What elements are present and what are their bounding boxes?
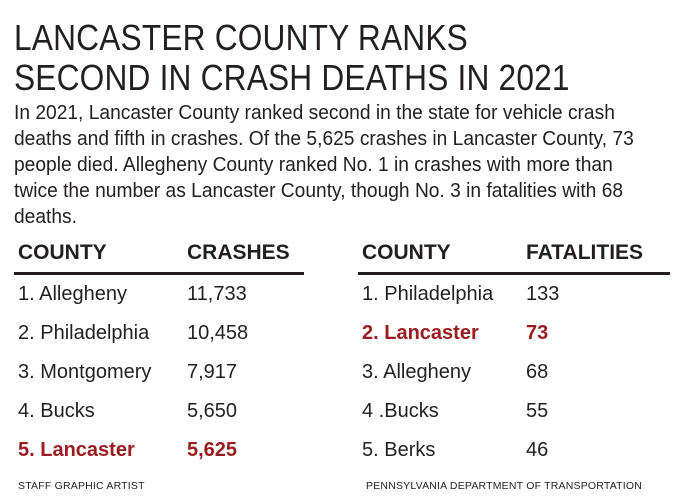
crashes-row-county: 4. Bucks bbox=[18, 400, 95, 422]
crashes-row-value: 5,650 bbox=[187, 400, 238, 422]
fatalities-row-value: 46 bbox=[526, 439, 549, 461]
fatalities-col-county-header: COUNTY bbox=[358, 240, 522, 275]
credit-source: PENNSYLVANIA DEPARTMENT OF TRANSPORTATIO… bbox=[366, 480, 643, 492]
headline: LANCASTER COUNTY RANKS SECOND IN CRASH D… bbox=[14, 18, 586, 98]
crashes-row-value: 11,733 bbox=[187, 283, 247, 305]
fatalities-table-row: 2. Lancaster 73 bbox=[358, 314, 670, 353]
crashes-table-header: COUNTY CRASHES bbox=[14, 240, 304, 275]
crashes-table-row: 4. Bucks 5,650 bbox=[14, 392, 304, 431]
fatalities-row-county: 4 .Bucks bbox=[362, 400, 439, 422]
crashes-col-value-header: CRASHES bbox=[183, 240, 304, 275]
fatalities-row-county: 5. Berks bbox=[362, 439, 436, 461]
fatalities-table-row: 3. Allegheny 68 bbox=[358, 353, 670, 392]
crashes-row-county: 3. Montgomery bbox=[18, 361, 152, 383]
crashes-row-county: 2. Philadelphia bbox=[18, 322, 150, 344]
crashes-col-county-header: COUNTY bbox=[14, 240, 183, 275]
fatalities-table-row: 1. Philadelphia 133 bbox=[358, 274, 670, 315]
crashes-row-county: 5. Lancaster bbox=[18, 439, 135, 461]
fatalities-table: COUNTY FATALITIES 1. Philadelphia 133 2. L… bbox=[358, 240, 670, 470]
fatalities-row-value: 133 bbox=[526, 283, 560, 305]
crashes-row-county: 1. Allegheny bbox=[18, 283, 127, 305]
fatalities-row-county: 2. Lancaster bbox=[362, 322, 479, 344]
crashes-table-row: 2. Philadelphia 10,458 bbox=[14, 314, 304, 353]
fatalities-row-value: 73 bbox=[526, 322, 549, 344]
crashes-table-row: 1. Allegheny 11,733 bbox=[14, 274, 304, 315]
headline-line-1: LANCASTER COUNTY RANKS bbox=[14, 17, 468, 58]
fatalities-row-value: 55 bbox=[526, 400, 549, 422]
fatalities-row-county: 3. Allegheny bbox=[362, 361, 471, 383]
fatalities-table-header: COUNTY FATALITIES bbox=[358, 240, 670, 275]
fatalities-row-county: 1. Philadelphia bbox=[362, 283, 494, 305]
crashes-row-value: 10,458 bbox=[187, 322, 249, 344]
fatalities-col-value-header: FATALITIES bbox=[522, 240, 670, 275]
intro-paragraph: In 2021, Lancaster County ranked second … bbox=[14, 102, 634, 228]
crashes-row-value: 7,917 bbox=[187, 361, 238, 383]
crashes-table: COUNTY CRASHES 1. Allegheny 11,733 2. Phil… bbox=[14, 240, 304, 470]
headline-line-2: SECOND IN CRASH DEATHS IN 2021 bbox=[14, 57, 570, 98]
fatalities-row-value: 68 bbox=[526, 361, 549, 383]
credit-staff: STAFF GRAPHIC ARTIST bbox=[18, 480, 145, 492]
crashes-table-row: 5. Lancaster 5,625 bbox=[14, 431, 304, 470]
fatalities-table-row: 4 .Bucks 55 bbox=[358, 392, 670, 431]
crashes-table-row: 3. Montgomery 7,917 bbox=[14, 353, 304, 392]
fatalities-table-row: 5. Berks 46 bbox=[358, 431, 670, 470]
crashes-row-value: 5,625 bbox=[187, 439, 238, 461]
